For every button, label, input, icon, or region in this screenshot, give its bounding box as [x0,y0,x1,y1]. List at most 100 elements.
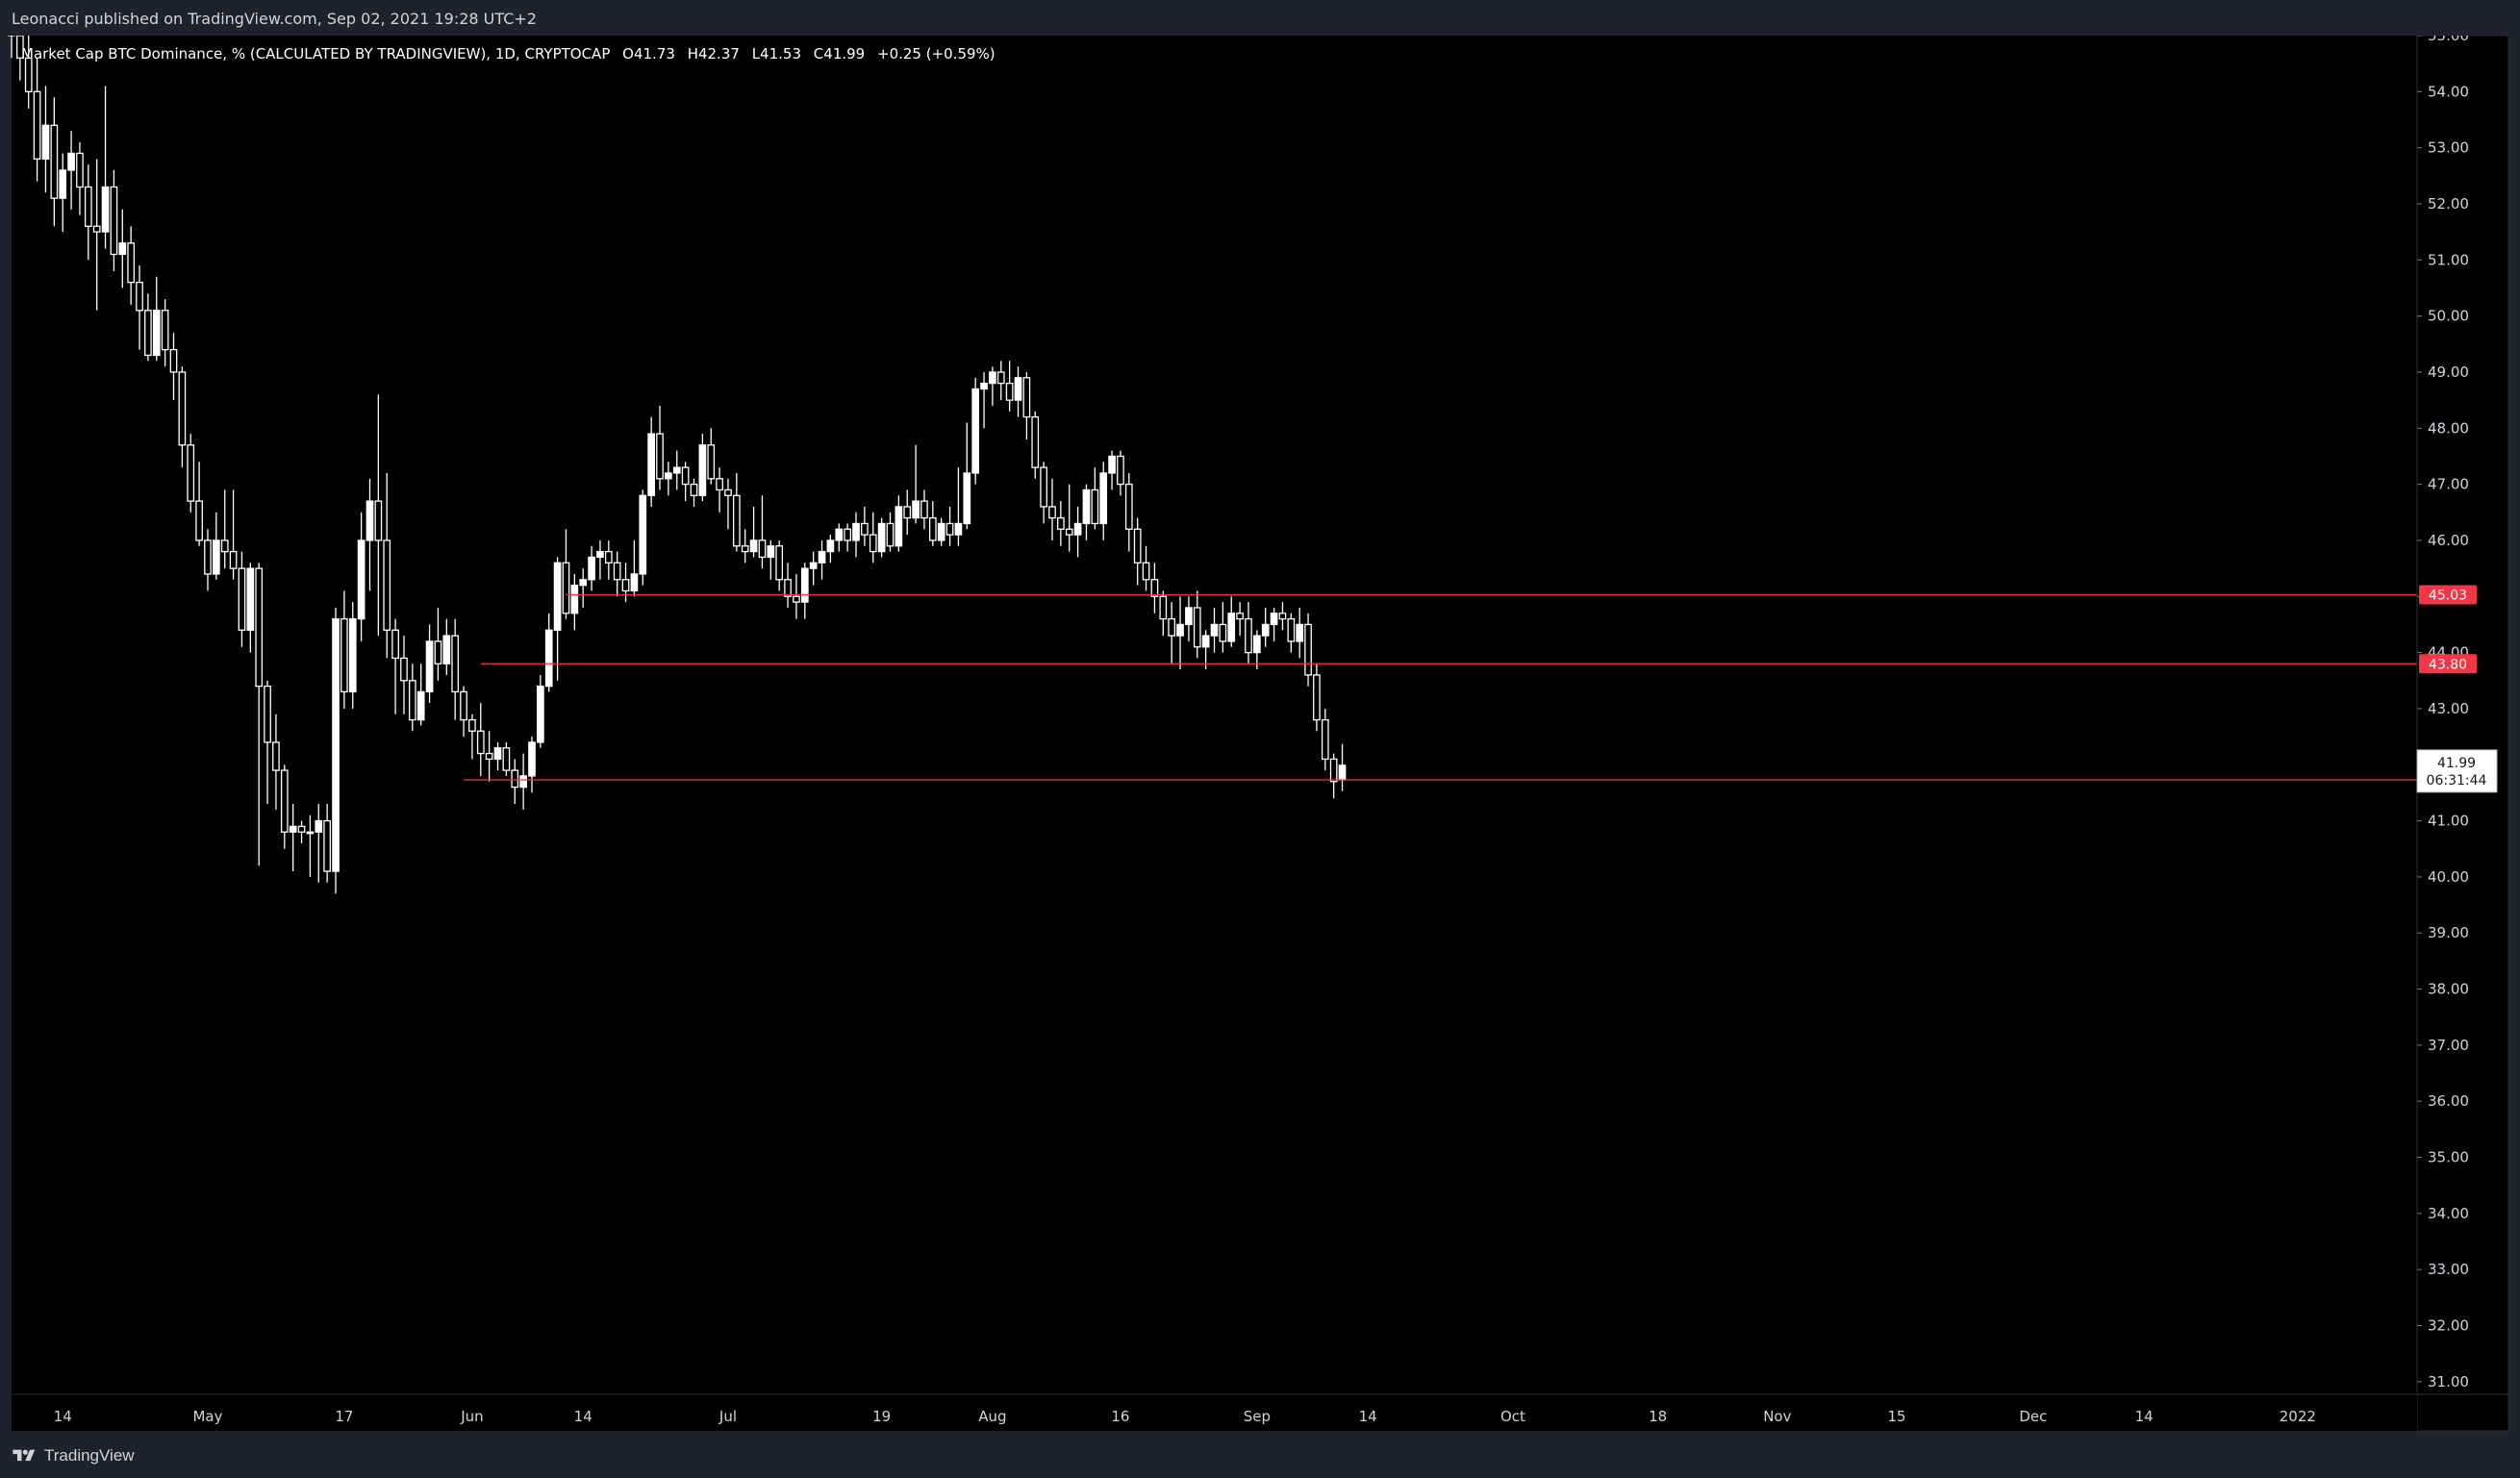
candle [1124,472,1133,552]
candle [1142,545,1150,591]
candle [136,265,143,350]
candle [749,506,758,558]
candle-body-up [365,500,374,541]
candle-body-up [954,522,963,536]
candle [1040,462,1047,524]
candle-body-down [886,522,895,547]
candle [1253,630,1261,670]
candle-body-down [716,478,723,491]
candle-body-down [24,57,33,92]
x-tick-label: 2022 [2280,1408,2316,1425]
candle-body-down [1287,617,1296,642]
y-tick-label: 33.00 [2428,1261,2469,1278]
candle [733,472,741,552]
x-tick-label: Nov [1763,1408,1791,1425]
y-tick-label: 53.00 [2428,139,2469,157]
candle-body-up [989,371,996,385]
candle [451,618,460,720]
candle [604,539,613,580]
candles-layer [8,0,1347,894]
candle-body-up [493,747,502,761]
candle [1014,366,1022,417]
candle [707,428,716,485]
candle-body-down [613,562,621,581]
candle-body-up [1201,635,1210,648]
candle [553,557,562,681]
candle [1022,371,1031,439]
y-axis-labels: 31.00 32.00 33.00 34.00 35.00 36.00 37.00 38.00… [2417,27,2469,1390]
candle [502,741,511,776]
candle [1227,596,1236,647]
candle [928,501,937,546]
candle-body-down [1304,623,1312,676]
candle [110,169,118,271]
publish-line: Leonacci published on TradingView.com, S… [12,10,537,28]
candle [698,434,707,502]
candle [1168,602,1175,664]
candle [1219,602,1227,653]
candle-body-up [665,472,672,480]
candle [588,545,595,591]
y-tick-label: 37.00 [2428,1037,2469,1054]
candle-body-up [818,550,826,564]
x-tick-label: 14 [54,1408,72,1425]
x-tick-label: 18 [1649,1408,1667,1425]
level-lines-layer [464,593,2417,781]
candle [169,333,178,401]
candle [647,416,656,507]
candle [213,512,220,580]
candle-body-down [220,539,229,553]
price-axis[interactable] [2416,35,2509,1432]
candle [1270,607,1278,641]
candle [144,293,152,362]
candle-body-up [826,539,835,553]
time-axis[interactable] [12,1394,2417,1431]
tradingview-brand: TradingView [44,1446,135,1465]
candle [178,366,187,468]
candle-body-up [767,545,775,559]
candle-body-down [485,752,493,761]
last-price-value: 41.99 [2437,756,2476,771]
x-tick-label: 14 [574,1408,592,1425]
candle-body-down [784,579,792,597]
candle-body-down [1321,718,1329,761]
candle-body-down [1040,466,1047,508]
candle-body-up [67,152,75,171]
candle [306,814,315,877]
candle-body-up [1176,623,1184,637]
candle [374,394,383,637]
y-tick-label: 43.00 [2428,700,2469,717]
candle [92,159,101,311]
candle-body-up [630,573,639,592]
candle [1245,602,1252,664]
tradingview-logo[interactable]: TradingView [12,1444,135,1467]
chart-background [12,36,2417,1431]
candle-body-up [912,500,920,519]
level-tag-label: 45.03 [2429,589,2467,604]
candle-body-up [348,617,357,693]
candle [1133,517,1142,586]
candle-body-up [1210,623,1219,637]
candle-body-down [161,310,169,351]
x-tick-label: Jun [460,1408,483,1425]
candle-body-up [672,466,681,474]
y-tick-label: 47.00 [2428,476,2469,493]
svg-text:Market Cap BTC Dominance, % (C: Market Cap BTC Dominance, % (CALCULATED … [21,45,995,63]
candle [67,131,75,210]
candle [50,97,59,227]
candle [639,489,647,586]
legend: Market Cap BTC Dominance, % (CALCULATED … [21,45,995,63]
candle [681,462,690,502]
candle-body-up [971,388,980,474]
candle-body-down [76,152,84,188]
legend-symbol: Market Cap BTC Dominance, % (CALCULATED … [21,45,610,63]
candle [161,299,169,367]
candle [741,529,749,564]
candle [246,563,255,653]
candle [476,703,485,776]
x-axis-labels: 14 May 17 Jun 14 Jul 19 Aug 16 Sep 14 Oct 18 Nov 15 Dec… [54,1408,2316,1425]
x-tick-label: Jul [718,1408,737,1425]
candle [1048,478,1056,540]
candle [724,478,732,530]
